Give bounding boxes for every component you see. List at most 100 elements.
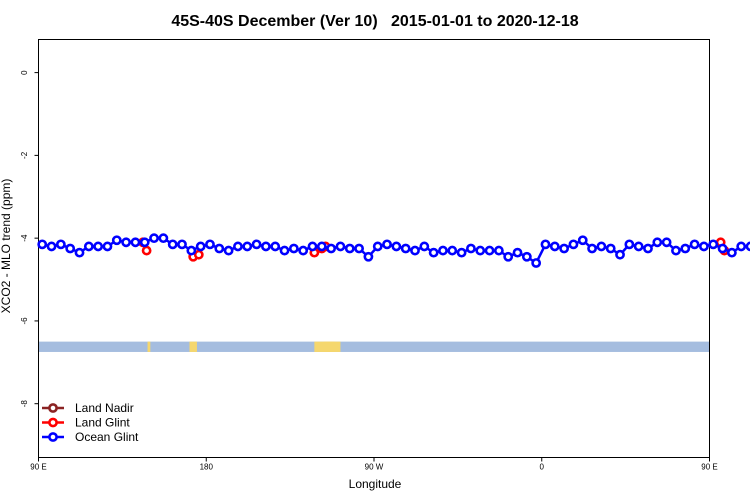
series-ocean-glint bbox=[37, 233, 750, 268]
x-tick-label: 0 bbox=[540, 463, 545, 472]
legend-label: Ocean Glint bbox=[75, 430, 139, 444]
data-point-ocean-glint bbox=[363, 251, 374, 262]
x-tick-label: 90 W bbox=[365, 463, 384, 472]
data-point-ocean-glint bbox=[65, 243, 76, 254]
data-point-ocean-glint bbox=[475, 245, 486, 256]
legend-marker bbox=[48, 417, 58, 428]
legend-marker bbox=[48, 432, 58, 442]
data-point-ocean-glint bbox=[587, 243, 597, 254]
data-point-ocean-glint bbox=[391, 241, 402, 252]
land-segment bbox=[189, 341, 197, 352]
y-tick-label: -8 bbox=[20, 400, 29, 408]
data-point-ocean-glint bbox=[577, 235, 588, 246]
data-point-ocean-glint bbox=[382, 239, 392, 250]
data-point-ocean-glint bbox=[652, 237, 663, 248]
data-point-ocean-glint bbox=[400, 243, 411, 254]
data-point-ocean-glint bbox=[251, 239, 262, 250]
data-point-ocean-glint bbox=[419, 241, 430, 252]
data-point-ocean-glint bbox=[503, 251, 514, 262]
data-point-ocean-glint bbox=[223, 245, 234, 256]
data-point-ocean-glint bbox=[326, 243, 337, 254]
data-point-ocean-glint bbox=[242, 241, 253, 252]
data-point-ocean-glint bbox=[596, 241, 607, 252]
data-point-ocean-glint bbox=[307, 241, 318, 252]
legend-label: Land Glint bbox=[75, 416, 130, 430]
data-point-ocean-glint bbox=[354, 243, 364, 254]
data-point-ocean-glint bbox=[521, 251, 532, 262]
data-point-ocean-glint bbox=[111, 235, 122, 246]
data-point-ocean-glint bbox=[447, 245, 458, 256]
data-point-ocean-glint bbox=[643, 243, 653, 254]
data-point-ocean-glint bbox=[149, 233, 159, 244]
data-point-ocean-glint bbox=[205, 239, 215, 250]
data-point-ocean-glint bbox=[195, 241, 206, 252]
data-point-ocean-glint bbox=[55, 239, 66, 250]
data-point-ocean-glint bbox=[428, 247, 439, 258]
data-point-ocean-glint bbox=[671, 245, 681, 256]
data-point-ocean-glint bbox=[717, 243, 728, 254]
land-segment bbox=[147, 341, 151, 352]
data-point-ocean-glint bbox=[121, 237, 132, 248]
data-point-ocean-glint bbox=[83, 241, 94, 252]
data-point-ocean-glint bbox=[102, 241, 113, 252]
data-point-ocean-glint bbox=[410, 245, 420, 256]
data-point-ocean-glint bbox=[139, 237, 150, 248]
data-point-land-glint bbox=[193, 249, 204, 260]
data-point-ocean-glint bbox=[605, 243, 616, 254]
data-point-ocean-glint bbox=[699, 241, 709, 252]
data-point-ocean-glint bbox=[615, 249, 625, 260]
x-axis: 90 E 180 90 W 0 90 E bbox=[30, 457, 718, 472]
series-layer bbox=[37, 233, 750, 268]
data-point-ocean-glint bbox=[531, 258, 542, 268]
data-point-ocean-glint bbox=[745, 241, 750, 252]
data-point-ocean-glint bbox=[372, 241, 383, 252]
data-point-ocean-glint bbox=[260, 241, 271, 252]
legend-marker bbox=[48, 403, 58, 413]
data-point-ocean-glint bbox=[549, 241, 560, 252]
y-tick-label: -4 bbox=[20, 234, 29, 242]
data-point-ocean-glint bbox=[633, 241, 644, 252]
data-point-ocean-glint bbox=[559, 243, 570, 254]
data-point-ocean-glint bbox=[288, 243, 299, 254]
data-point-ocean-glint bbox=[37, 239, 48, 250]
data-point-ocean-glint bbox=[298, 245, 309, 256]
data-point-ocean-glint bbox=[344, 243, 355, 254]
data-point-ocean-glint bbox=[661, 237, 672, 248]
x-tick-label: 90 E bbox=[30, 463, 46, 472]
data-point-land-glint bbox=[141, 245, 152, 256]
data-point-ocean-glint bbox=[680, 243, 691, 254]
data-point-ocean-glint bbox=[438, 245, 448, 256]
data-point-ocean-glint bbox=[270, 241, 281, 252]
data-point-ocean-glint bbox=[736, 241, 747, 252]
x-tick-label: 90 E bbox=[701, 463, 717, 472]
data-point-ocean-glint bbox=[493, 245, 504, 256]
data-point-ocean-glint bbox=[466, 243, 476, 254]
legend-item-land-nadir: Land Nadir bbox=[42, 401, 134, 415]
data-point-ocean-glint bbox=[484, 245, 495, 256]
data-point-ocean-glint bbox=[186, 245, 197, 256]
legend-item-ocean-glint: Ocean Glint bbox=[42, 430, 139, 444]
data-point-ocean-glint bbox=[93, 241, 104, 252]
y-tick-label: -2 bbox=[20, 151, 29, 159]
data-point-ocean-glint bbox=[624, 239, 635, 250]
data-point-ocean-glint bbox=[279, 245, 290, 256]
data-point-ocean-glint bbox=[456, 247, 467, 258]
data-point-ocean-glint bbox=[177, 239, 187, 250]
data-point-ocean-glint bbox=[335, 241, 346, 252]
y-tick-label: 0 bbox=[20, 70, 29, 75]
data-point-ocean-glint bbox=[316, 241, 327, 252]
y-axis-label: XCO2 - MLO trend (ppm) bbox=[0, 179, 13, 314]
data-point-ocean-glint bbox=[130, 237, 141, 248]
data-point-ocean-glint bbox=[214, 243, 225, 254]
x-tick-label: 180 bbox=[200, 463, 214, 472]
legend-label: Land Nadir bbox=[75, 401, 134, 415]
land-ocean-strip bbox=[39, 341, 709, 352]
land-segment bbox=[314, 341, 341, 352]
chart-title: 45S-40S December (Ver 10) 2015-01-01 to … bbox=[171, 13, 578, 30]
data-point-ocean-glint bbox=[46, 241, 57, 252]
ocean-band bbox=[39, 341, 709, 352]
data-point-ocean-glint bbox=[233, 241, 243, 252]
y-axis: 0 -2 -4 -6 -8 bbox=[20, 70, 39, 407]
